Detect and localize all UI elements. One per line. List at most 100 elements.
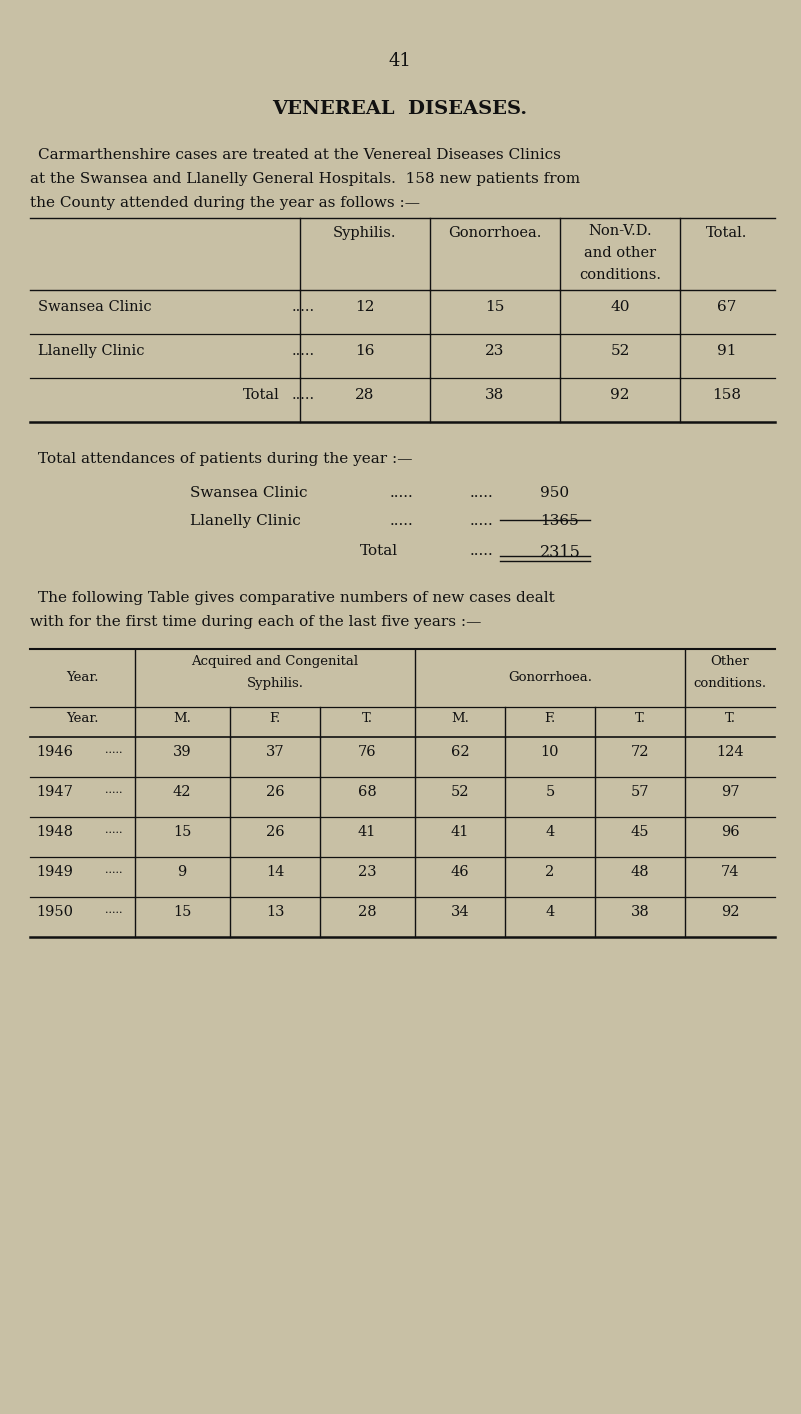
- Text: at the Swansea and Llanelly General Hospitals.  158 new patients from: at the Swansea and Llanelly General Hosp…: [30, 173, 580, 187]
- Text: 23: 23: [358, 865, 376, 880]
- Text: 52: 52: [610, 344, 630, 358]
- Text: 1950: 1950: [36, 905, 73, 919]
- Text: 57: 57: [630, 785, 650, 799]
- Text: 52: 52: [451, 785, 469, 799]
- Text: 158: 158: [713, 387, 742, 402]
- Text: 2: 2: [545, 865, 554, 880]
- Text: Gonorrhoea.: Gonorrhoea.: [449, 226, 541, 240]
- Text: T.: T.: [724, 713, 735, 725]
- Text: .....: .....: [292, 344, 315, 358]
- Text: 4: 4: [545, 905, 554, 919]
- Text: Total.: Total.: [706, 226, 747, 240]
- Text: Swansea Clinic: Swansea Clinic: [38, 300, 151, 314]
- Text: Total attendances of patients during the year :—: Total attendances of patients during the…: [38, 452, 413, 467]
- Text: 38: 38: [630, 905, 650, 919]
- Text: 38: 38: [485, 387, 505, 402]
- Text: Acquired and Congenital: Acquired and Congenital: [191, 655, 359, 667]
- Text: T.: T.: [361, 713, 372, 725]
- Text: 14: 14: [266, 865, 284, 880]
- Text: 41: 41: [358, 824, 376, 839]
- Text: 950: 950: [540, 486, 570, 501]
- Text: 16: 16: [356, 344, 375, 358]
- Text: 2315: 2315: [540, 544, 581, 561]
- Text: Year.: Year.: [66, 672, 99, 684]
- Text: conditions.: conditions.: [694, 677, 767, 690]
- Text: Total: Total: [244, 387, 280, 402]
- Text: 42: 42: [173, 785, 191, 799]
- Text: 41: 41: [388, 52, 412, 71]
- Text: .....: .....: [105, 824, 123, 836]
- Text: 1947: 1947: [36, 785, 73, 799]
- Text: F.: F.: [269, 713, 280, 725]
- Text: 15: 15: [173, 905, 191, 919]
- Text: 1949: 1949: [36, 865, 73, 880]
- Text: 23: 23: [485, 344, 505, 358]
- Text: 97: 97: [721, 785, 739, 799]
- Text: .....: .....: [292, 387, 315, 402]
- Text: Llanelly Clinic: Llanelly Clinic: [38, 344, 144, 358]
- Text: 67: 67: [718, 300, 737, 314]
- Text: .....: .....: [105, 785, 123, 795]
- Text: 72: 72: [630, 745, 650, 759]
- Text: 46: 46: [451, 865, 469, 880]
- Text: the County attended during the year as follows :—: the County attended during the year as f…: [30, 197, 420, 211]
- Text: 12: 12: [356, 300, 375, 314]
- Text: The following Table gives comparative numbers of new cases dealt: The following Table gives comparative nu…: [38, 591, 555, 605]
- Text: 62: 62: [451, 745, 469, 759]
- Text: 5: 5: [545, 785, 554, 799]
- Text: 45: 45: [630, 824, 650, 839]
- Text: 91: 91: [717, 344, 737, 358]
- Text: 1365: 1365: [540, 515, 579, 527]
- Text: Other: Other: [710, 655, 750, 667]
- Text: 74: 74: [721, 865, 739, 880]
- Text: 41: 41: [451, 824, 469, 839]
- Text: with for the first time during each of the last five years :—: with for the first time during each of t…: [30, 615, 481, 629]
- Text: 76: 76: [358, 745, 376, 759]
- Text: 1946: 1946: [36, 745, 73, 759]
- Text: .....: .....: [105, 905, 123, 915]
- Text: T.: T.: [634, 713, 646, 725]
- Text: M.: M.: [451, 713, 469, 725]
- Text: 68: 68: [357, 785, 376, 799]
- Text: 34: 34: [451, 905, 469, 919]
- Text: Gonorrhoea.: Gonorrhoea.: [508, 672, 592, 684]
- Text: M.: M.: [173, 713, 191, 725]
- Text: .....: .....: [105, 745, 123, 755]
- Text: .....: .....: [470, 515, 493, 527]
- Text: 37: 37: [266, 745, 284, 759]
- Text: 40: 40: [610, 300, 630, 314]
- Text: 39: 39: [173, 745, 191, 759]
- Text: F.: F.: [545, 713, 556, 725]
- Text: .....: .....: [470, 486, 493, 501]
- Text: .....: .....: [390, 515, 414, 527]
- Text: 92: 92: [610, 387, 630, 402]
- Text: 4: 4: [545, 824, 554, 839]
- Text: Syphilis.: Syphilis.: [333, 226, 396, 240]
- Text: Non-V.D.: Non-V.D.: [588, 223, 652, 238]
- Text: 96: 96: [721, 824, 739, 839]
- Text: 10: 10: [541, 745, 559, 759]
- Text: 48: 48: [630, 865, 650, 880]
- Text: and other: and other: [584, 246, 656, 260]
- Text: .....: .....: [105, 865, 123, 875]
- Text: 124: 124: [716, 745, 744, 759]
- Text: .....: .....: [470, 544, 493, 559]
- Text: 1948: 1948: [36, 824, 73, 839]
- Text: 9: 9: [177, 865, 187, 880]
- Text: 28: 28: [356, 387, 375, 402]
- Text: 92: 92: [721, 905, 739, 919]
- Text: Swansea Clinic: Swansea Clinic: [190, 486, 308, 501]
- Text: .....: .....: [390, 486, 414, 501]
- Text: 26: 26: [266, 785, 284, 799]
- Text: 15: 15: [173, 824, 191, 839]
- Text: Llanelly Clinic: Llanelly Clinic: [190, 515, 300, 527]
- Text: VENEREAL  DISEASES.: VENEREAL DISEASES.: [272, 100, 528, 117]
- Text: Year.: Year.: [66, 713, 99, 725]
- Text: 13: 13: [266, 905, 284, 919]
- Text: 26: 26: [266, 824, 284, 839]
- Text: .....: .....: [292, 300, 315, 314]
- Text: Syphilis.: Syphilis.: [247, 677, 304, 690]
- Text: Total: Total: [360, 544, 398, 559]
- Text: 28: 28: [358, 905, 376, 919]
- Text: 15: 15: [485, 300, 505, 314]
